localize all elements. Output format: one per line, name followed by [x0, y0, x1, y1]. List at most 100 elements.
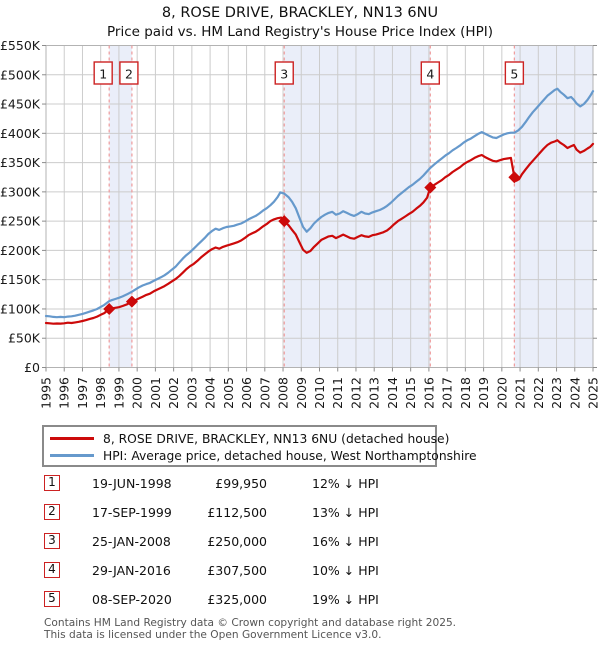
sale-point-2 — [125, 295, 138, 308]
x-axis-label: 2012 — [348, 377, 363, 409]
sale-row-2: 2 17-SEP-1999 £112,500 13% ↓ HPI — [44, 503, 464, 532]
sale-hpi-delta: 10% ↓ HPI — [312, 563, 379, 578]
sale-marker-box-4 — [420, 61, 441, 85]
sale-marker-number: 2 — [125, 67, 133, 82]
sale-price: £250,000 — [207, 534, 267, 549]
sale-date: 17-SEP-1999 — [92, 505, 172, 520]
x-axis-label: 1997 — [75, 377, 90, 409]
legend-item-hpi: HPI: Average price, detached house, West… — [50, 447, 477, 464]
x-axis-label: 2001 — [148, 377, 163, 409]
page-title: 8, ROSE DRIVE, BRACKLEY, NN13 6NU — [161, 5, 439, 21]
legend-label-hpi: HPI: Average price, detached house, West… — [103, 448, 477, 463]
y-axis-label: £100K — [0, 301, 41, 316]
ownership-band — [284, 45, 431, 368]
x-axis-label: 2025 — [586, 377, 600, 409]
y-axis-label: £350K — [0, 155, 41, 170]
x-axis-label: 2020 — [494, 377, 509, 409]
hpi-line-swatch — [50, 454, 94, 457]
y-axis-label: £200K — [0, 243, 41, 258]
sales-table: 1 19-JUN-1998 £99,950 12% ↓ HPI 2 17-SEP… — [44, 474, 464, 619]
ownership-band — [514, 45, 593, 368]
x-axis-label: 2019 — [476, 377, 491, 409]
sale-marker-box-5 — [504, 61, 525, 85]
x-axis-label: 2009 — [294, 377, 309, 409]
sale-date: 25-JAN-2008 — [92, 534, 171, 549]
sale-number-badge: 4 — [44, 562, 60, 578]
x-axis-label: 2021 — [513, 377, 528, 409]
x-axis-label: 2022 — [531, 377, 546, 409]
sale-marker-number: 3 — [280, 67, 288, 82]
sale-price: £307,500 — [207, 563, 267, 578]
sale-number-badge: 5 — [44, 591, 60, 607]
x-axis-label: 2005 — [221, 377, 236, 409]
sale-date: 08-SEP-2020 — [92, 592, 172, 607]
legend-item-price-paid: 8, ROSE DRIVE, BRACKLEY, NN13 6NU (detac… — [50, 430, 449, 447]
y-axis-label: £550K — [0, 38, 41, 53]
x-axis-label: 2007 — [257, 377, 272, 409]
x-axis-label: 2000 — [130, 377, 145, 409]
sale-date: 19-JUN-1998 — [92, 476, 172, 491]
x-axis-label: 2010 — [312, 377, 327, 409]
x-axis-label: 1998 — [93, 377, 108, 409]
x-axis-label: 2011 — [330, 377, 345, 409]
sale-point-5 — [508, 171, 521, 184]
sale-point-4 — [424, 181, 437, 194]
x-axis-label: 1999 — [111, 377, 126, 409]
sale-row-4: 4 29-JAN-2016 £307,500 10% ↓ HPI — [44, 561, 464, 590]
x-axis-label: 2006 — [239, 377, 254, 409]
sale-date: 29-JAN-2016 — [92, 563, 171, 578]
x-axis-label: 2008 — [276, 377, 291, 409]
sale-hpi-delta: 16% ↓ HPI — [312, 534, 379, 549]
y-axis-label: £300K — [0, 184, 41, 199]
sale-marker-box-1 — [93, 61, 113, 85]
y-axis-label: £500K — [0, 67, 41, 82]
sale-number-badge: 1 — [44, 475, 60, 491]
sale-marker-box-3 — [274, 61, 294, 85]
sale-price: £112,500 — [207, 505, 267, 520]
price-paid-line-swatch — [50, 437, 94, 440]
y-axis-label: £250K — [0, 214, 41, 229]
sale-hpi-delta: 19% ↓ HPI — [312, 592, 379, 607]
x-axis-label: 2018 — [458, 377, 473, 409]
sale-hpi-delta: 13% ↓ HPI — [312, 505, 379, 520]
sale-point-3 — [278, 215, 291, 228]
sale-price: £99,950 — [215, 476, 267, 491]
price-chart: 1 2 3 4 5 £0 £50K £100K £150K £200K £250K £300K £350… — [0, 38, 600, 409]
x-axis-label: 2013 — [367, 377, 382, 409]
sale-marker-box-2 — [119, 61, 139, 85]
sale-marker-number: 1 — [99, 67, 107, 82]
sale-marker-number: 4 — [426, 67, 434, 82]
footer-line-1: Contains HM Land Registry data © Crown c… — [44, 617, 457, 629]
x-axis-label: 1996 — [57, 377, 72, 409]
sale-number-badge: 2 — [44, 504, 60, 520]
license-footer: Contains HM Land Registry data © Crown c… — [44, 617, 457, 641]
x-axis-label: 2017 — [440, 377, 455, 409]
sale-row-5: 5 08-SEP-2020 £325,000 19% ↓ HPI — [44, 590, 464, 619]
x-axis-label: 2002 — [166, 377, 181, 409]
x-axis-label: 1995 — [39, 377, 54, 409]
price-paid-line — [44, 139, 595, 325]
y-axis-label: £0 — [24, 360, 40, 375]
sale-row-1: 1 19-JUN-1998 £99,950 12% ↓ HPI — [44, 474, 464, 503]
sale-point-1 — [103, 302, 116, 315]
legend-label-price-paid: 8, ROSE DRIVE, BRACKLEY, NN13 6NU (detac… — [103, 431, 450, 446]
y-axis-label: £450K — [0, 97, 41, 112]
footer-line-2: This data is licensed under the Open Gov… — [44, 628, 382, 641]
y-axis-label: £150K — [0, 272, 41, 287]
hpi-line — [44, 87, 595, 319]
ownership-band — [109, 45, 132, 368]
chart-legend: 8, ROSE DRIVE, BRACKLEY, NN13 6NU (detac… — [42, 425, 477, 467]
sale-price: £325,000 — [207, 592, 267, 607]
y-axis-label: £50K — [8, 331, 41, 346]
x-axis-label: 2014 — [385, 377, 400, 409]
x-axis-label: 2015 — [403, 377, 418, 409]
x-axis-label: 2003 — [184, 377, 199, 409]
y-axis-label: £400K — [0, 126, 41, 141]
sale-marker-number: 5 — [510, 67, 518, 82]
sale-row-3: 3 25-JAN-2008 £250,000 16% ↓ HPI — [44, 532, 464, 561]
x-axis-label: 2024 — [567, 377, 582, 409]
sale-number-badge: 3 — [44, 533, 60, 549]
x-axis-label: 2023 — [549, 377, 564, 409]
x-axis-label: 2016 — [421, 377, 436, 409]
